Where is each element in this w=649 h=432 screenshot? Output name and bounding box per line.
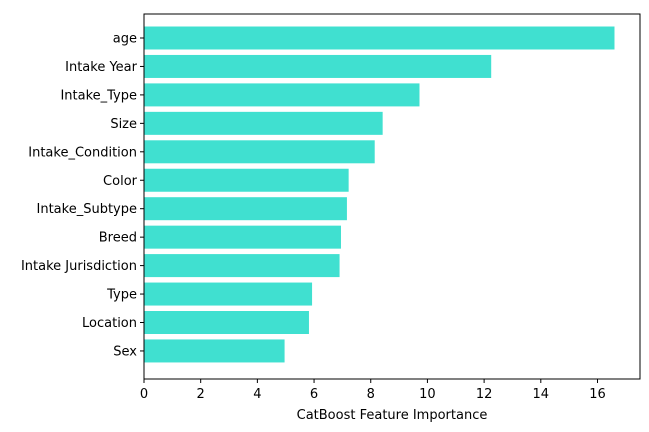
y-tick-label: Breed: [99, 231, 137, 246]
y-tick-label: Color: [103, 174, 138, 189]
bar-age: [144, 26, 615, 50]
bar-sex: [144, 339, 285, 363]
x-tick-label: 14: [533, 387, 550, 402]
y-tick-label: Size: [110, 117, 137, 132]
x-tick-label: 6: [310, 387, 318, 402]
x-ticks: 0 2 4 6 8 10 12 14 16: [140, 379, 606, 402]
bar-type: [144, 282, 313, 306]
bar-intake-jurisdiction: [144, 254, 340, 278]
y-tick-label: Intake Year: [65, 60, 138, 75]
x-axis-label: CatBoost Feature Importance: [297, 408, 488, 423]
bar-breed: [144, 225, 341, 249]
x-tick-label: 16: [589, 387, 606, 402]
bar-color: [144, 168, 349, 192]
bar-size: [144, 111, 383, 135]
y-tick-label: Intake_Type: [60, 88, 137, 103]
bars-group: [144, 26, 615, 363]
x-tick-label: 4: [253, 387, 261, 402]
y-tick-label: Sex: [113, 344, 137, 359]
bar-intake-year: [144, 54, 492, 78]
x-tick-label: 10: [419, 387, 436, 402]
x-tick-label: 0: [140, 387, 148, 402]
y-tick-label: Intake_Condition: [28, 145, 137, 160]
y-tick-label: Intake Jurisdiction: [21, 259, 137, 274]
bar-intake-type: [144, 83, 420, 107]
y-tick-label: age: [113, 32, 137, 47]
bar-location: [144, 311, 309, 334]
y-tick-labels: age Intake Year Intake_Type Size Intake_Cond…: [21, 32, 144, 359]
y-tick-label: Type: [106, 288, 137, 303]
plot-area-frame: [143, 13, 641, 380]
x-tick-label: 12: [476, 387, 493, 402]
y-tick-label: Intake_Subtype: [37, 202, 137, 217]
bar-intake-condition: [144, 140, 375, 164]
bar-intake-subtype: [144, 197, 347, 221]
y-tick-label: Location: [82, 316, 137, 331]
x-tick-label: 2: [197, 387, 205, 402]
x-tick-label: 8: [367, 387, 375, 402]
